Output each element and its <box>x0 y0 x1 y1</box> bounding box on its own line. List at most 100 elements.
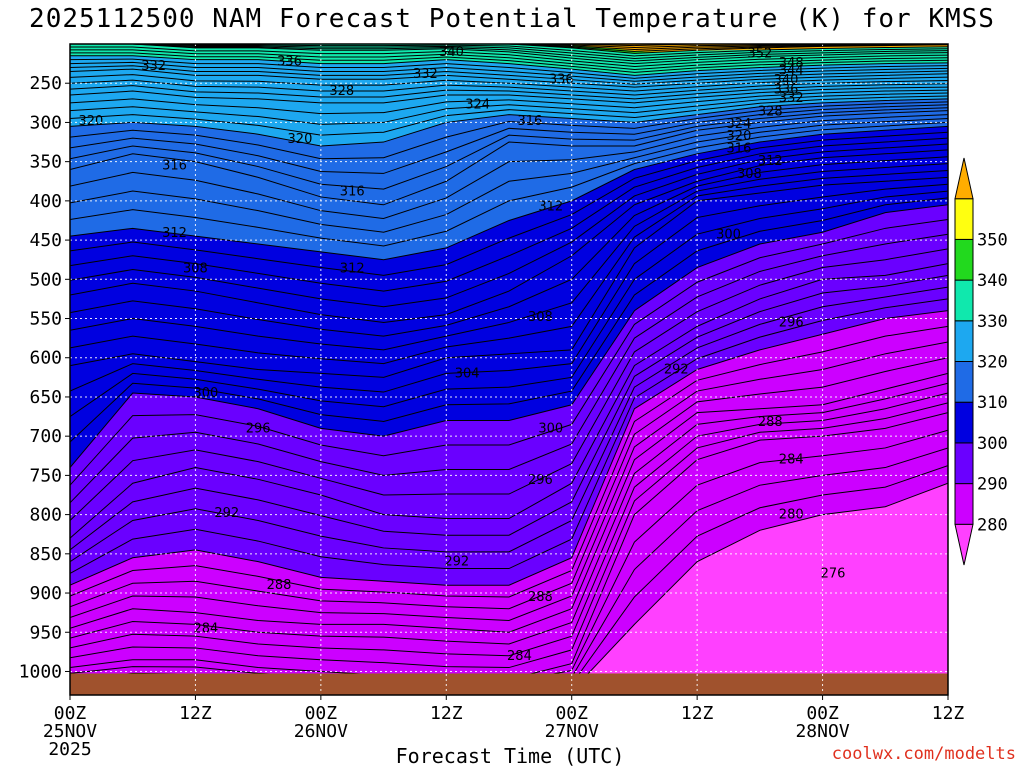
isentrope-minor <box>70 274 948 551</box>
isentrope-320 <box>70 98 948 147</box>
isentrope-minor <box>70 121 948 247</box>
isentrope-minor <box>70 248 948 521</box>
contour-label: 320 <box>727 129 752 144</box>
colorbar-segment <box>954 238 974 281</box>
isentrope-minor <box>70 49 948 70</box>
isentrope-308 <box>70 149 948 323</box>
colorbar-label: 310 <box>977 393 1008 413</box>
contour-label: 292 <box>664 363 689 378</box>
x-tick-label: 12Z <box>681 703 714 724</box>
contour-label: 296 <box>246 421 271 436</box>
contour-label: 348 <box>779 56 804 71</box>
y-tick-label: 700 <box>29 426 62 447</box>
credit-link[interactable]: coolwx.com/modelts <box>831 744 1016 764</box>
contour-label: 324 <box>727 117 752 132</box>
plot-frame <box>69 43 949 696</box>
contour-label: 336 <box>549 72 574 87</box>
isentrope-324 <box>70 86 948 104</box>
colorbar-label: 300 <box>977 434 1008 454</box>
x-tick-year: 2025 <box>48 739 91 760</box>
contour-label: 320 <box>78 114 103 129</box>
isentrope-minor <box>70 392 948 657</box>
isentrope-minor <box>70 197 948 443</box>
isentrope-minor <box>70 44 948 52</box>
isentrope-minor <box>70 58 948 79</box>
isentrope-minor <box>70 183 948 393</box>
contour-label: 352 <box>747 46 772 61</box>
contour-label: 304 <box>455 366 480 381</box>
isentrope-minor <box>70 44 948 57</box>
colorbar-segment <box>954 157 974 200</box>
contour-label: 292 <box>444 555 469 570</box>
colorbar-label: 350 <box>977 230 1008 250</box>
colorbar-label: 330 <box>977 312 1008 332</box>
isentrope-minor <box>70 83 948 100</box>
y-tick-label: 650 <box>29 387 62 408</box>
colorbar-segment <box>954 483 974 525</box>
isentrope-minor <box>70 325 948 598</box>
isentrope-minor <box>70 131 948 276</box>
contour-label: 276 <box>821 566 846 581</box>
chart-title: 2025112500 NAM Forecast Potential Temper… <box>29 4 995 34</box>
colorbar-segment <box>954 523 974 566</box>
isentrope-minor <box>70 44 948 50</box>
contour-label: 344 <box>779 64 804 79</box>
contour-label: 288 <box>528 590 553 605</box>
y-tick-label: 900 <box>29 583 62 604</box>
x-tick-label: 12Z <box>430 703 463 724</box>
contour-label: 308 <box>183 261 208 276</box>
isentrope-minor <box>70 74 948 92</box>
isentrope-minor <box>70 169 948 365</box>
colorbar-segment <box>954 320 974 362</box>
isentrope-minor <box>70 95 948 136</box>
y-tick-label: 550 <box>29 309 62 330</box>
isentrope-minor <box>70 429 948 674</box>
y-tick-label: 800 <box>29 505 62 526</box>
isentrope-minor <box>70 137 948 292</box>
isentrope-280 <box>587 482 948 674</box>
isentrope-minor <box>70 298 948 574</box>
x-tick-label: 00Z <box>806 703 839 724</box>
contour-label: 284 <box>193 621 218 636</box>
isentrope-332 <box>70 55 948 76</box>
isentrope-304 <box>70 176 948 378</box>
contour-label: 300 <box>716 228 741 243</box>
contour-label: 312 <box>538 199 563 214</box>
y-tick-label: 850 <box>29 544 62 565</box>
isentrope-minor <box>70 44 948 60</box>
contour-label: 316 <box>727 141 752 156</box>
isentrope-316 <box>70 110 948 206</box>
y-tick-label: 600 <box>29 348 62 369</box>
contour-label: 284 <box>507 649 532 664</box>
isentrope-340 <box>70 44 948 54</box>
isentrope-minor <box>70 52 948 73</box>
colorbar-segment <box>954 442 974 485</box>
contour-label: 328 <box>758 104 783 119</box>
isentrope-minor <box>70 44 948 62</box>
contour-label: 292 <box>214 506 239 521</box>
contour-label: 308 <box>528 310 553 325</box>
isentrope-minor <box>70 357 948 621</box>
y-tick-label: 1000 <box>19 661 62 682</box>
contour-label: 332 <box>413 67 438 82</box>
x-tick-date: 26NOV <box>294 721 348 742</box>
contour-label: 316 <box>162 159 187 174</box>
contour-label: 300 <box>538 421 563 436</box>
y-tick-label: 950 <box>29 622 62 643</box>
x-tick-label: 00Z <box>305 703 338 724</box>
contour-label: 300 <box>193 386 218 401</box>
x-tick-label: 00Z <box>54 703 87 724</box>
y-tick-label: 750 <box>29 465 62 486</box>
isentrope-minor <box>70 382 948 645</box>
isentrope-minor <box>70 286 948 563</box>
contour-label: 336 <box>277 54 302 69</box>
contour-label: 288 <box>758 415 783 430</box>
x-tick-label: 12Z <box>932 703 965 724</box>
contour-label: 340 <box>774 73 799 88</box>
isentrope-minor <box>70 79 948 96</box>
isentrope-minor <box>70 61 948 82</box>
contour-label: 328 <box>329 84 354 99</box>
contour-label: 320 <box>288 132 313 147</box>
isentrope-minor <box>70 46 948 68</box>
